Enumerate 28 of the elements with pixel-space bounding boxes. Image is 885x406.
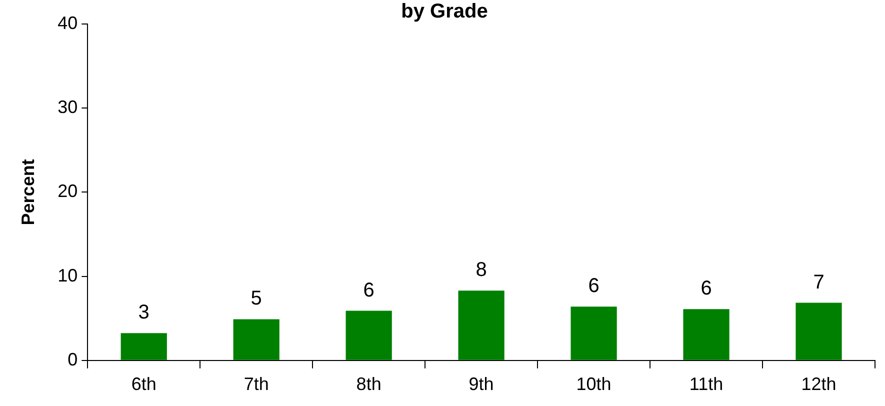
y-tick-label: 30 — [58, 97, 78, 118]
data-label: 6 — [700, 278, 712, 300]
bar — [683, 309, 730, 360]
bar — [120, 333, 167, 360]
bar — [458, 290, 504, 360]
data-label: 3 — [138, 302, 150, 324]
y-tick-label: 0 — [68, 349, 78, 370]
bar — [570, 306, 617, 360]
y-tick-label: 10 — [58, 265, 78, 286]
x-tick-label: 9th — [468, 374, 494, 394]
y-tick-label: 20 — [58, 181, 78, 202]
chart-title: by Grade — [401, 0, 488, 23]
x-tick-label: 6th — [131, 374, 156, 394]
data-label: 7 — [813, 271, 824, 294]
x-tick-label: 10th — [576, 374, 612, 394]
data-label: 8 — [476, 259, 487, 282]
bar — [796, 302, 842, 360]
x-tick-label: 11th — [689, 374, 724, 394]
x-tick-label: 8th — [356, 374, 382, 394]
y-axis-title: Percent — [18, 159, 38, 226]
x-tick-label: 12th — [801, 374, 836, 394]
x-tick-label: 7th — [244, 374, 269, 394]
y-tick-label: 40 — [58, 12, 78, 33]
data-label: 6 — [363, 279, 374, 302]
data-label: 5 — [250, 288, 262, 310]
data-label: 6 — [588, 275, 600, 298]
bar — [233, 319, 280, 360]
bar — [346, 310, 392, 360]
